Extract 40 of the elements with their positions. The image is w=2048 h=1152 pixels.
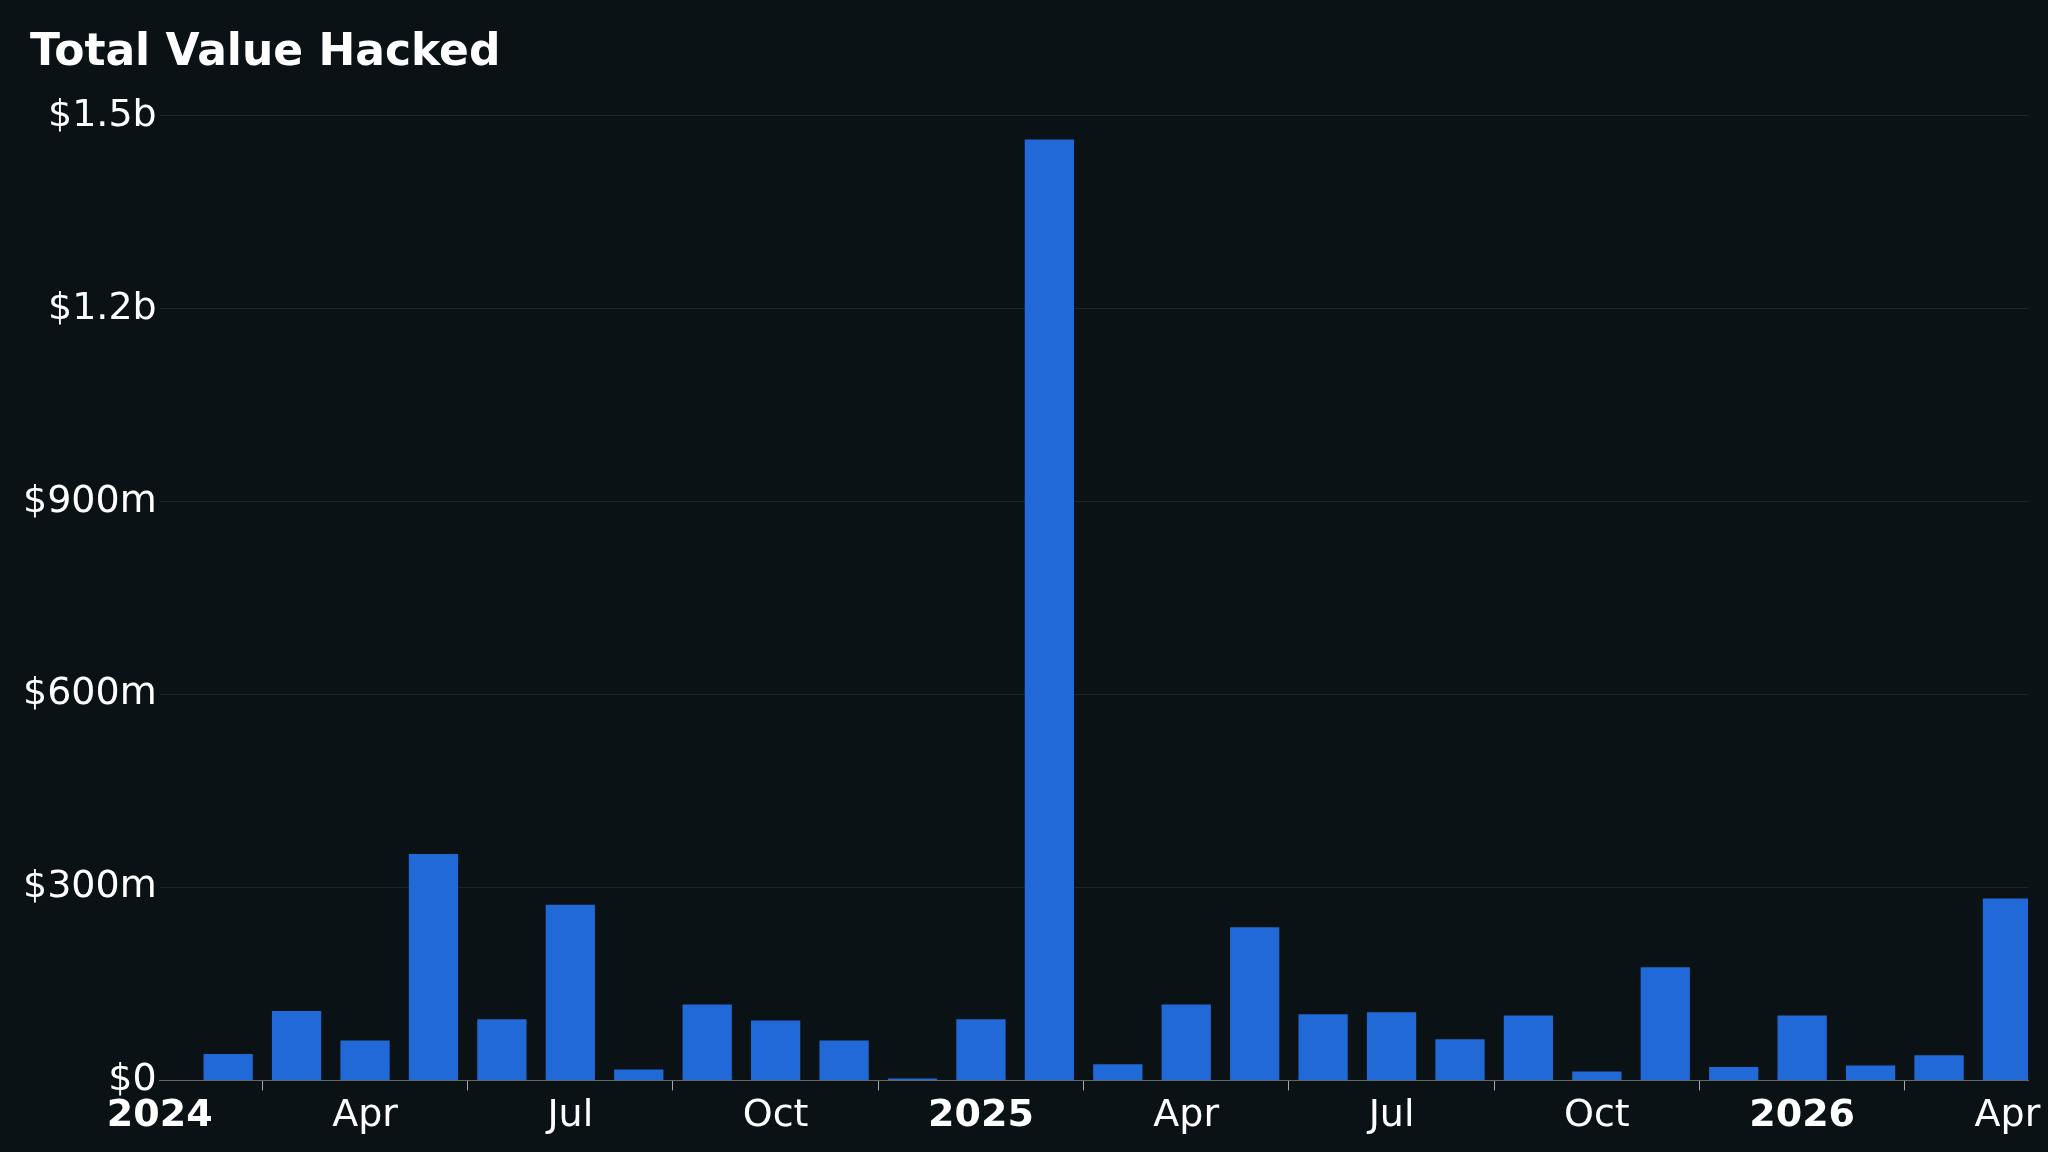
bar bbox=[1366, 1012, 1417, 1080]
bar bbox=[545, 904, 595, 1080]
bar bbox=[956, 1019, 1006, 1080]
bar bbox=[1914, 1055, 1964, 1080]
bar bbox=[1435, 1039, 1485, 1080]
x-tick-label: Jul bbox=[545, 1091, 594, 1136]
y-tick-label: $1.5b bbox=[47, 90, 157, 135]
y-tick-label: $900m bbox=[22, 476, 157, 521]
bar bbox=[1777, 1015, 1827, 1080]
bar bbox=[682, 1004, 732, 1080]
bar bbox=[1230, 927, 1280, 1080]
x-tick-label: 2026 bbox=[1749, 1091, 1856, 1136]
bar bbox=[614, 1069, 664, 1080]
bar bbox=[477, 1019, 527, 1080]
bar bbox=[751, 1020, 801, 1080]
bar bbox=[1503, 1015, 1554, 1080]
x-tick-label: 2025 bbox=[928, 1091, 1034, 1136]
y-tick-label: $300m bbox=[22, 862, 157, 907]
bar bbox=[1024, 139, 1075, 1080]
x-tick-label: Apr bbox=[1153, 1091, 1220, 1136]
bar bbox=[203, 1054, 253, 1080]
bar bbox=[1709, 1066, 1759, 1080]
bar bbox=[408, 854, 459, 1080]
chart-title: Total Value Hacked bbox=[30, 24, 501, 75]
bar bbox=[1161, 1004, 1211, 1080]
bar bbox=[1298, 1014, 1348, 1080]
x-tick-label: Oct bbox=[1564, 1091, 1630, 1136]
bar bbox=[1640, 967, 1690, 1080]
bar bbox=[340, 1040, 390, 1080]
y-tick-label: $1.2b bbox=[47, 283, 157, 328]
x-tick-label: Apr bbox=[1974, 1091, 2041, 1136]
bar bbox=[1572, 1071, 1622, 1080]
y-tick-label: $600m bbox=[22, 669, 157, 714]
bar bbox=[819, 1040, 869, 1080]
bar bbox=[1845, 1065, 1896, 1080]
x-tick-label: Oct bbox=[742, 1091, 809, 1136]
bar bbox=[271, 1010, 322, 1080]
x-tick-label: Apr bbox=[332, 1091, 399, 1136]
bar bbox=[1093, 1064, 1143, 1080]
x-tick-label: Jul bbox=[1366, 1091, 1415, 1136]
